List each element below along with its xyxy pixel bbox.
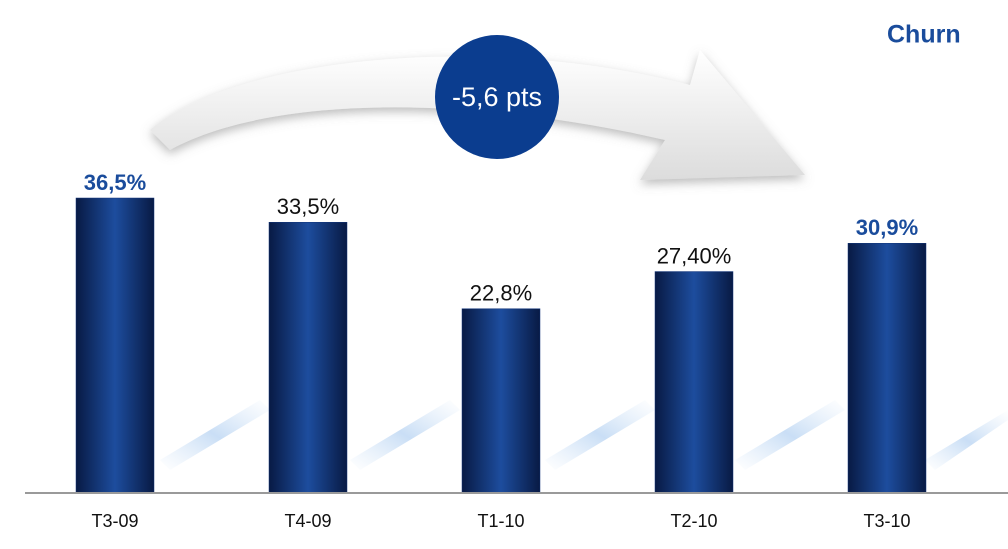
annotation-badge	[435, 35, 559, 159]
x-tick-label: T3-10	[863, 511, 910, 531]
value-label: 27,40%	[657, 243, 732, 268]
x-tick-label: T3-09	[91, 511, 138, 531]
bar	[268, 221, 348, 494]
annotation: -5,6 pts	[452, 82, 542, 112]
value-label: 22,8%	[470, 281, 532, 306]
value-label: 36,5%	[84, 170, 146, 195]
value-label: 33,5%	[277, 194, 339, 219]
chart-title: Churn	[887, 21, 961, 49]
bar	[847, 243, 927, 494]
trend-arrow	[150, 50, 805, 180]
bar	[75, 197, 155, 494]
bar	[654, 271, 734, 494]
decoration	[160, 400, 1008, 470]
x-tick-label: T4-09	[284, 511, 331, 531]
x-tick-label: T2-10	[670, 511, 717, 531]
value-label: 30,9%	[856, 215, 918, 240]
x-tick-label: T1-10	[477, 511, 524, 531]
bar	[461, 308, 541, 494]
